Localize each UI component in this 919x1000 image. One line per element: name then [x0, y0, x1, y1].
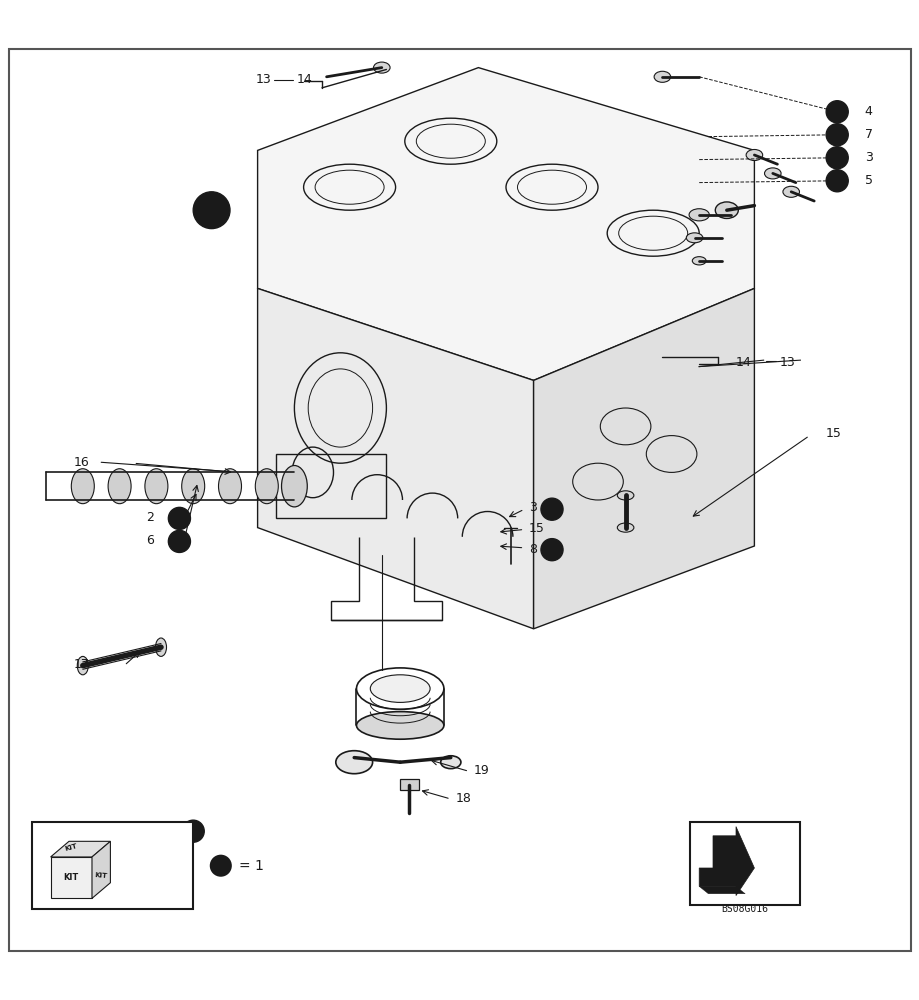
Polygon shape [51, 857, 92, 898]
Ellipse shape [72, 469, 95, 504]
Ellipse shape [145, 469, 168, 504]
Ellipse shape [155, 638, 166, 656]
Circle shape [540, 539, 562, 561]
Polygon shape [698, 827, 754, 896]
Circle shape [825, 124, 847, 146]
Ellipse shape [369, 675, 430, 702]
Text: KIT: KIT [63, 843, 78, 852]
Text: 15: 15 [825, 427, 841, 440]
Text: = 1: = 1 [239, 859, 264, 873]
Ellipse shape [764, 168, 780, 179]
Text: 13: 13 [255, 73, 271, 86]
Text: 14: 14 [735, 356, 751, 369]
Ellipse shape [255, 469, 278, 504]
Circle shape [210, 855, 232, 877]
Polygon shape [51, 841, 110, 857]
Circle shape [168, 507, 190, 529]
Ellipse shape [357, 712, 444, 739]
Ellipse shape [219, 469, 242, 504]
Ellipse shape [653, 71, 670, 82]
Ellipse shape [281, 465, 307, 507]
FancyBboxPatch shape [689, 822, 800, 905]
Ellipse shape [182, 469, 204, 504]
Ellipse shape [692, 257, 706, 265]
Text: KIT: KIT [95, 872, 108, 879]
Text: 7: 7 [864, 128, 872, 141]
Text: 3: 3 [528, 501, 537, 514]
Ellipse shape [745, 149, 762, 161]
Text: BS08G016: BS08G016 [720, 904, 768, 914]
Polygon shape [257, 288, 533, 629]
Ellipse shape [782, 186, 799, 197]
Circle shape [825, 170, 847, 192]
Circle shape [825, 101, 847, 123]
Ellipse shape [715, 202, 738, 218]
Polygon shape [533, 288, 754, 629]
Text: 16: 16 [74, 456, 89, 469]
Ellipse shape [373, 62, 390, 73]
Text: 18: 18 [455, 792, 471, 805]
Ellipse shape [686, 233, 702, 243]
Text: 17: 17 [74, 658, 89, 671]
Text: 4: 4 [864, 105, 872, 118]
Circle shape [825, 147, 847, 169]
Circle shape [182, 820, 204, 842]
Polygon shape [698, 886, 744, 894]
Text: 6: 6 [145, 534, 153, 547]
Text: 8: 8 [528, 543, 537, 556]
Ellipse shape [617, 491, 633, 500]
Text: 5: 5 [864, 174, 872, 187]
Circle shape [540, 498, 562, 520]
Text: 19: 19 [473, 764, 489, 777]
Text: 2: 2 [145, 511, 153, 524]
Ellipse shape [688, 209, 709, 221]
Circle shape [168, 530, 190, 552]
Text: 14: 14 [296, 73, 312, 86]
Polygon shape [92, 841, 110, 898]
FancyBboxPatch shape [400, 779, 418, 790]
Text: 15: 15 [528, 522, 544, 535]
Ellipse shape [617, 523, 633, 532]
Polygon shape [257, 68, 754, 380]
FancyBboxPatch shape [32, 822, 193, 909]
Text: 3: 3 [864, 151, 872, 164]
Ellipse shape [108, 469, 131, 504]
Circle shape [193, 192, 230, 229]
Text: KIT: KIT [63, 873, 78, 882]
Ellipse shape [77, 656, 88, 675]
Text: 13: 13 [778, 356, 794, 369]
Ellipse shape [440, 756, 460, 769]
Ellipse shape [335, 751, 372, 774]
